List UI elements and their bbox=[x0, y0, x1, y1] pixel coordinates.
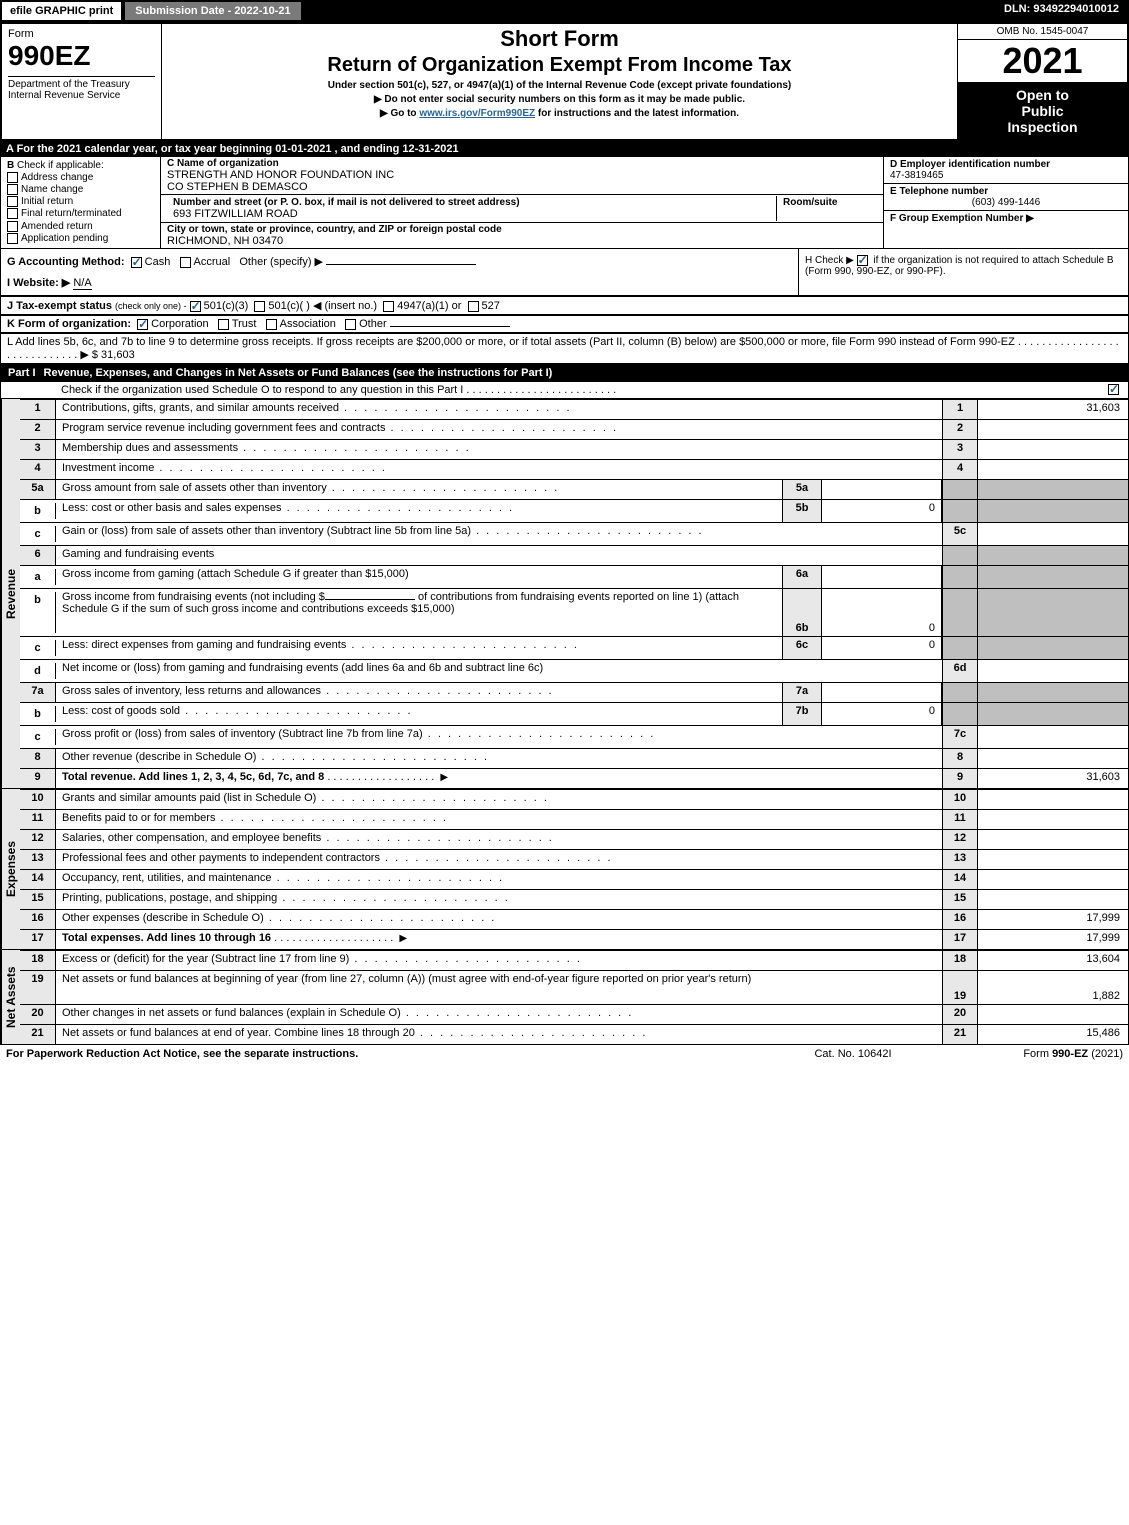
revenue-label: Revenue bbox=[1, 399, 20, 788]
irs-label: Internal Revenue Service bbox=[8, 90, 155, 101]
line-7b-value: 0 bbox=[822, 703, 942, 725]
check-527[interactable] bbox=[468, 301, 479, 312]
efile-print-link[interactable]: efile GRAPHIC print bbox=[0, 0, 123, 22]
part-1-header: Part I Revenue, Expenses, and Changes in… bbox=[0, 364, 1129, 382]
check-amended-return[interactable] bbox=[7, 221, 18, 232]
row-a-tax-year: A For the 2021 calendar year, or tax yea… bbox=[0, 141, 1129, 157]
check-accrual[interactable] bbox=[180, 257, 191, 268]
line-6b-value: 0 bbox=[822, 589, 942, 636]
goto-note: ▶ Go to www.irs.gov/Form990EZ for instru… bbox=[168, 108, 951, 119]
check-501c[interactable] bbox=[254, 301, 265, 312]
expenses-section: Expenses 10Grants and similar amounts pa… bbox=[0, 789, 1129, 950]
line-5b-value: 0 bbox=[822, 500, 942, 522]
check-501c3[interactable] bbox=[190, 301, 201, 312]
check-schedule-o-part1[interactable] bbox=[1108, 384, 1119, 395]
open-public-inspection: Open toPublicInspection bbox=[958, 83, 1127, 139]
org-co: CO STEPHEN B DEMASCO bbox=[167, 181, 877, 193]
net-assets-section: Net Assets 18Excess or (deficit) for the… bbox=[0, 950, 1129, 1045]
gross-receipts-value: $ 31,603 bbox=[92, 349, 135, 361]
telephone-value: (603) 499-1446 bbox=[890, 197, 1122, 208]
org-name: STRENGTH AND HONOR FOUNDATION INC bbox=[167, 169, 877, 181]
org-city: RICHMOND, NH 03470 bbox=[167, 235, 877, 247]
short-form-title: Short Form bbox=[168, 26, 951, 52]
org-street: 693 FITZWILLIAM ROAD bbox=[173, 208, 770, 220]
check-corporation[interactable] bbox=[137, 319, 148, 330]
check-initial-return[interactable] bbox=[7, 196, 18, 207]
check-name-change[interactable] bbox=[7, 184, 18, 195]
dept-treasury: Department of the Treasury bbox=[8, 79, 155, 90]
row-l: L Add lines 5b, 6c, and 7b to line 9 to … bbox=[0, 333, 1129, 364]
line-6c-value: 0 bbox=[822, 637, 942, 659]
row-k: K Form of organization: Corporation Trus… bbox=[0, 315, 1129, 333]
section-c: C Name of organization STRENGTH AND HONO… bbox=[161, 157, 883, 248]
top-bar: efile GRAPHIC print Submission Date - 20… bbox=[0, 0, 1129, 22]
ssn-note: ▶ Do not enter social security numbers o… bbox=[168, 94, 951, 105]
line-18-value: 13,604 bbox=[978, 951, 1128, 970]
check-trust[interactable] bbox=[218, 319, 229, 330]
form-number: 990EZ bbox=[8, 40, 155, 72]
irs-link[interactable]: www.irs.gov/Form990EZ bbox=[419, 108, 535, 119]
section-def: D Employer identification number 47-3819… bbox=[883, 157, 1128, 248]
line-16-value: 17,999 bbox=[978, 910, 1128, 929]
line-19-value: 1,882 bbox=[978, 971, 1128, 1004]
line-9-value: 31,603 bbox=[978, 769, 1128, 788]
check-cash[interactable] bbox=[131, 257, 142, 268]
website-value: N/A bbox=[73, 277, 91, 290]
check-4947[interactable] bbox=[383, 301, 394, 312]
form-header: Form 990EZ Department of the Treasury In… bbox=[0, 22, 1129, 141]
check-association[interactable] bbox=[266, 319, 277, 330]
check-schedule-b[interactable] bbox=[857, 255, 868, 266]
net-assets-label: Net Assets bbox=[1, 950, 20, 1044]
check-other-org[interactable] bbox=[345, 319, 356, 330]
subtitle: Under section 501(c), 527, or 4947(a)(1)… bbox=[168, 80, 951, 91]
ein-value: 47-3819465 bbox=[890, 170, 943, 181]
omb-number: OMB No. 1545-0047 bbox=[958, 24, 1127, 40]
tax-year: 2021 bbox=[958, 40, 1127, 83]
check-final-return[interactable] bbox=[7, 208, 18, 219]
submission-date: Submission Date - 2022-10-21 bbox=[123, 0, 302, 22]
section-b: B Check if applicable: Address change Na… bbox=[1, 157, 161, 248]
check-application-pending[interactable] bbox=[7, 233, 18, 244]
revenue-section: Revenue 1Contributions, gifts, grants, a… bbox=[0, 399, 1129, 789]
form-label: Form bbox=[8, 28, 155, 40]
row-j: J Tax-exempt status (check only one) - 5… bbox=[0, 296, 1129, 315]
line-1-value: 31,603 bbox=[978, 400, 1128, 419]
line-17-value: 17,999 bbox=[978, 930, 1128, 949]
expenses-label: Expenses bbox=[1, 789, 20, 949]
dln: DLN: 93492294010012 bbox=[994, 0, 1129, 22]
part1-check-note: Check if the organization used Schedule … bbox=[61, 384, 1108, 396]
group-exemption-label: F Group Exemption Number ▶ bbox=[890, 213, 1034, 224]
page-footer: For Paperwork Reduction Act Notice, see … bbox=[0, 1045, 1129, 1063]
main-title: Return of Organization Exempt From Incom… bbox=[168, 54, 951, 77]
line-21-value: 15,486 bbox=[978, 1025, 1128, 1044]
check-address-change[interactable] bbox=[7, 172, 18, 183]
